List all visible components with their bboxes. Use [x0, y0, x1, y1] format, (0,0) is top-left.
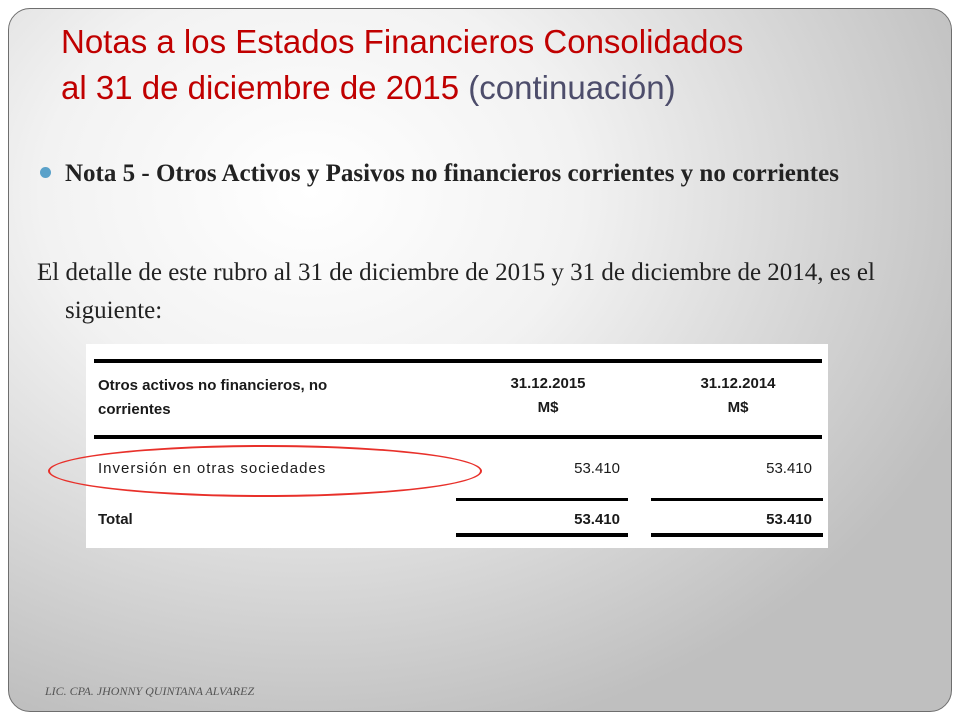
bullet-item: Nota 5 - Otros Activos y Pasivos no fina… [40, 156, 900, 192]
row-value-2014: 53.410 [766, 460, 812, 477]
subtotal-rule-2015 [456, 498, 628, 501]
total-rule-2015 [456, 533, 628, 537]
highlight-ellipse-annotation [48, 445, 482, 497]
title-line-2: al 31 de diciembre de 2015 [61, 69, 460, 106]
total-rule-2014 [651, 533, 823, 537]
table-header-label: Otros activos no financieros, no corrien… [98, 377, 328, 418]
table-header-rule [94, 435, 822, 439]
bullet-text: Nota 5 - Otros Activos y Pasivos no fina… [65, 160, 839, 187]
total-label: Total [98, 511, 133, 528]
table-top-rule [94, 359, 822, 363]
footer-author: LIC. CPA. JHONNY QUINTANA ALVAREZ [45, 684, 255, 698]
row-value-2015: 53.410 [574, 460, 620, 477]
detail-paragraph: El detalle de este rubro al 31 de diciem… [37, 259, 875, 324]
title-continuation: (continuación) [468, 69, 676, 106]
subtotal-rule-2014 [651, 498, 823, 501]
total-value-2014: 53.410 [766, 511, 812, 528]
bullet-dot-icon [40, 167, 51, 178]
col-header-2014: 31.12.2014 M$ [700, 375, 776, 416]
total-value-2015: 53.410 [574, 511, 620, 528]
slide-title: Notas a los Estados Financieros Consolid… [61, 19, 941, 111]
title-line-1: Notas a los Estados Financieros Consolid… [61, 23, 744, 60]
col-header-2015: 31.12.2015 M$ [510, 375, 586, 416]
